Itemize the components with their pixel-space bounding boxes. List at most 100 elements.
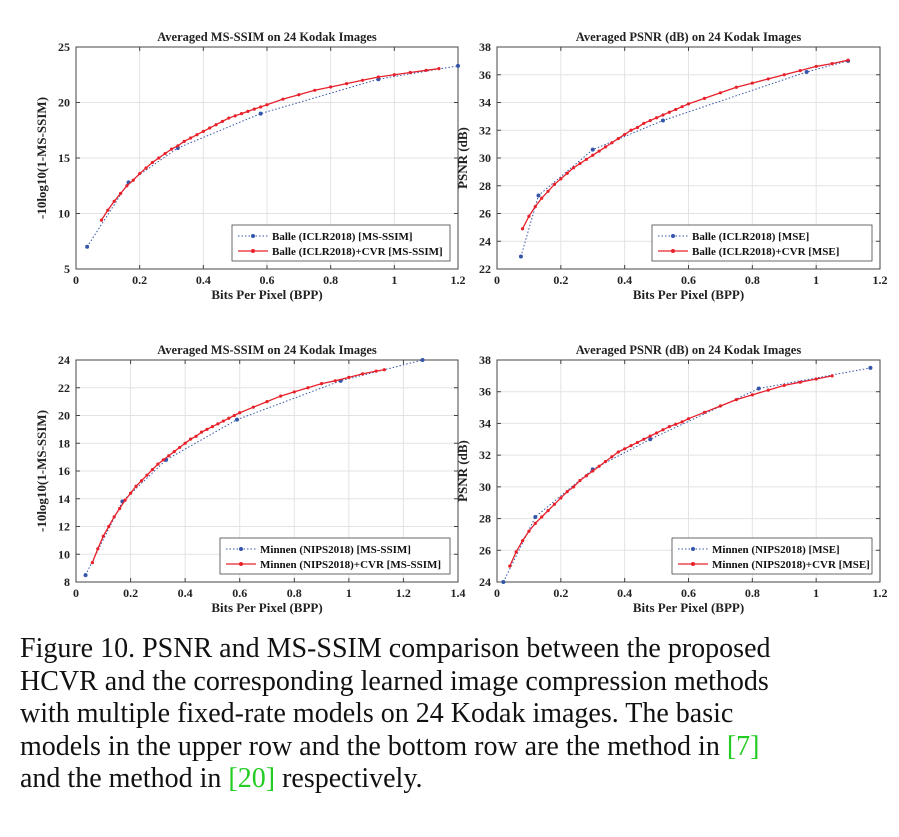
legend-swatch-marker xyxy=(239,547,243,551)
baseline-data-point xyxy=(85,244,90,249)
cvr-data-point xyxy=(252,107,256,111)
cvr-data-point xyxy=(629,444,633,448)
caption-line-1: Figure 10. PSNR and MS-SSIM comparison b… xyxy=(20,633,771,664)
cvr-data-point xyxy=(559,496,563,500)
y-tick-label: 26 xyxy=(479,207,491,221)
cvr-data-point xyxy=(424,68,428,72)
cvr-data-point xyxy=(96,547,100,551)
cvr-data-point xyxy=(718,404,723,408)
cvr-data-point xyxy=(344,82,349,86)
cvr-data-point xyxy=(99,218,104,222)
y-tick-label: 36 xyxy=(479,385,491,399)
caption-line-5-suffix: respectively. xyxy=(275,763,423,794)
baseline-data-point xyxy=(868,365,873,370)
cvr-data-point xyxy=(603,459,608,464)
cvr-data-point xyxy=(239,112,244,116)
y-tick-label: 24 xyxy=(58,353,70,367)
cvr-data-point xyxy=(347,375,351,379)
x-tick-label: 0.6 xyxy=(681,586,696,600)
baseline-series-line xyxy=(85,359,423,576)
cvr-data-point xyxy=(635,440,640,445)
y-tick-label: 38 xyxy=(479,40,491,54)
cvr-data-point xyxy=(702,410,707,414)
x-tick-label: 0.6 xyxy=(260,273,275,287)
cvr-data-point xyxy=(527,214,531,218)
cvr-data-point xyxy=(167,454,171,458)
cvr-data-point xyxy=(189,437,193,441)
cvr-data-point xyxy=(281,97,285,101)
y-tick-label: 20 xyxy=(58,409,70,423)
cvr-data-point xyxy=(360,78,365,82)
cvr-data-point xyxy=(360,372,365,376)
y-tick-label: 14 xyxy=(58,492,70,506)
x-tick-label: 1.2 xyxy=(873,586,888,600)
y-tick-label: 24 xyxy=(479,234,491,248)
y-tick-label: 30 xyxy=(479,480,491,494)
cvr-data-point xyxy=(520,227,525,231)
legend-entry: Balle (ICLR2018)+CVR [MS-SSIM] xyxy=(272,246,443,258)
x-axis-label: Bits Per Pixel (BPP) xyxy=(633,287,744,302)
cvr-data-point xyxy=(798,380,802,384)
cvr-data-point xyxy=(782,73,786,77)
baseline-series-line xyxy=(502,367,871,583)
y-tick-label: 22 xyxy=(479,262,491,276)
cvr-data-point xyxy=(616,136,620,141)
cvr-data-point xyxy=(591,469,595,473)
cvr-data-point xyxy=(123,498,127,502)
x-tick-label: 1 xyxy=(391,273,397,287)
legend-entry: Minnen (NIPS2018)+CVR [MSE] xyxy=(712,559,870,571)
citation-ref-7[interactable]: [7] xyxy=(726,730,760,762)
legend-entry: Minnen (NIPS2018) [MS-SSIM] xyxy=(260,544,411,556)
cvr-data-point xyxy=(734,85,738,89)
cvr-data-point xyxy=(846,58,850,62)
cvr-data-point xyxy=(220,119,225,123)
cvr-data-point xyxy=(597,149,601,153)
chart-legend: Minnen (NIPS2018) [MSE] Minnen (NIPS2018)… xyxy=(671,537,873,575)
cvr-data-point xyxy=(584,474,588,478)
x-tick-label: 0 xyxy=(494,273,500,287)
x-tick-label: 0.4 xyxy=(196,273,211,287)
cvr-data-point xyxy=(251,405,255,409)
y-tick-label: 24 xyxy=(479,575,491,589)
cvr-data-point xyxy=(520,539,525,543)
caption-line-3: with multiple fixed-rate models on 24 Ko… xyxy=(20,698,734,729)
cvr-data-point xyxy=(313,88,317,92)
baseline-data-point xyxy=(501,580,506,584)
chart-title: Averaged MS-SSIM on 24 Kodak Images xyxy=(157,30,377,44)
cvr-data-point xyxy=(642,437,646,441)
cvr-data-point xyxy=(578,478,582,483)
x-tick-label: 0.2 xyxy=(132,273,147,287)
cvr-data-point xyxy=(183,441,187,445)
baseline-data-point xyxy=(258,111,263,116)
y-tick-label: 15 xyxy=(58,151,70,165)
cvr-data-point xyxy=(680,105,684,109)
y-tick-label: 34 xyxy=(479,416,491,430)
y-tick-label: 10 xyxy=(58,207,70,221)
cvr-data-point xyxy=(830,62,834,66)
citation-ref-20[interactable]: [20] xyxy=(228,763,276,794)
y-tick-label: 10 xyxy=(58,547,70,561)
cvr-data-point xyxy=(208,126,212,130)
x-tick-label: 0 xyxy=(494,586,500,600)
legend-swatch-marker xyxy=(671,234,675,238)
cvr-data-point xyxy=(265,400,269,404)
x-tick-label: 0.2 xyxy=(123,586,138,600)
y-tick-label: 22 xyxy=(58,381,70,395)
cvr-data-point xyxy=(329,85,333,89)
cvr-data-point xyxy=(642,121,646,125)
cvr-data-point xyxy=(144,166,148,170)
cvr-data-point xyxy=(565,490,569,494)
cvr-data-point xyxy=(112,199,116,203)
cvr-data-point xyxy=(648,118,652,123)
cvr-data-point xyxy=(514,550,518,554)
cvr-data-point xyxy=(319,381,324,386)
y-axis-label: -10log10(1-MS-SSIM) xyxy=(34,410,49,532)
x-tick-label: 0.8 xyxy=(745,273,760,287)
cvr-data-point xyxy=(527,529,531,533)
x-tick-label: 1.2 xyxy=(873,273,888,287)
y-tick-label: 32 xyxy=(479,123,491,137)
y-tick-label: 28 xyxy=(479,179,491,193)
legend-entry: Balle (ICLR2018) [MS-SSIM] xyxy=(272,231,413,243)
x-axis-label: Bits Per Pixel (BPP) xyxy=(211,287,322,302)
